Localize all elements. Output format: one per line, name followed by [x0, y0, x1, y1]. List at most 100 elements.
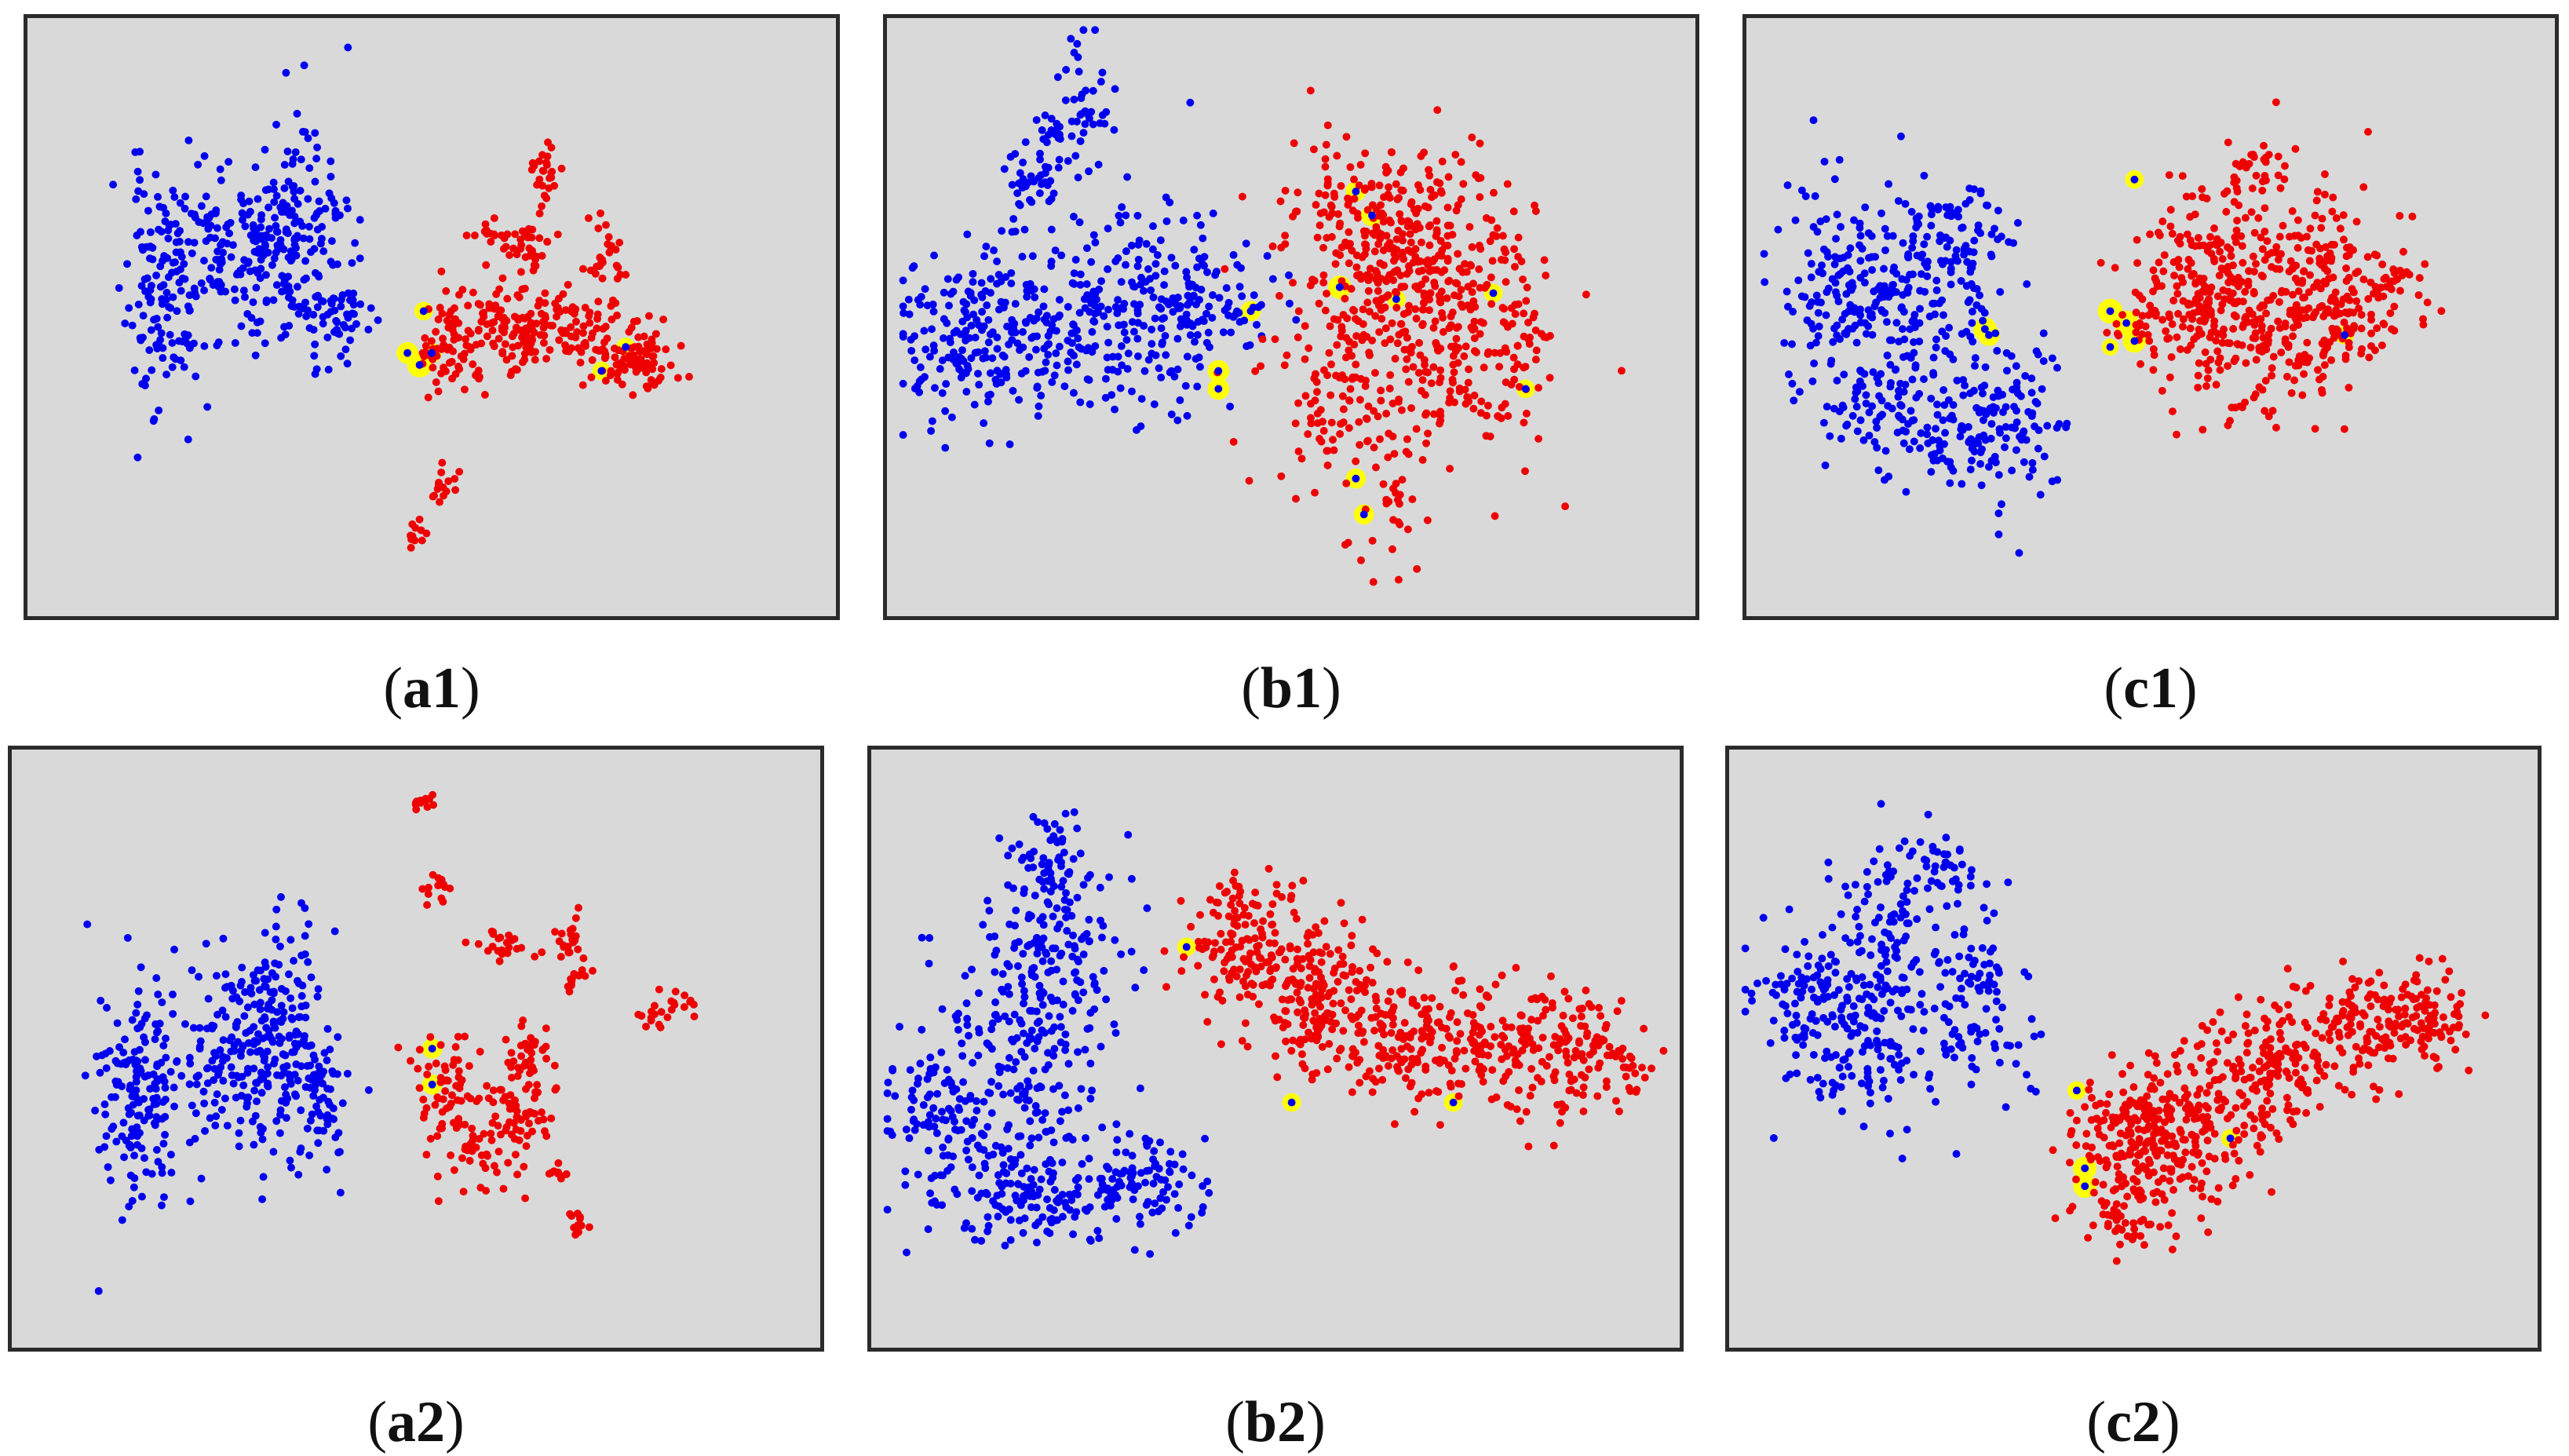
scatter-point-class-a [906, 1066, 914, 1075]
scatter-point-class-a [290, 219, 299, 228]
scatter-point-class-a [969, 1059, 977, 1067]
scatter-point-class-a [185, 307, 194, 315]
scatter-point-class-a [1142, 239, 1151, 248]
scatter-point-class-b [2261, 256, 2269, 265]
scatter-point-class-b [667, 1005, 676, 1014]
scatter-point-class-a [1047, 115, 1056, 123]
scatter-point-class-a [102, 1064, 111, 1072]
scatter-point-class-a [1183, 352, 1191, 361]
scatter-point-class-b [1470, 391, 1479, 400]
scatter-point-class-b [1409, 258, 1418, 267]
scatter-point-class-b [2206, 232, 2214, 241]
scatter-point-class-a [351, 239, 359, 247]
scatter-point-class-a [1801, 293, 1809, 301]
scatter-point-class-b [2291, 144, 2300, 153]
scatter-point-class-a [1831, 253, 1839, 261]
scatter-point-class-a [331, 210, 340, 218]
scatter-point-class-b [2268, 407, 2277, 415]
scatter-point-class-a [963, 362, 972, 370]
scatter-point-class-b [1350, 306, 1359, 315]
scatter-point-class-a [337, 352, 345, 360]
scatter-point-class-b [1342, 334, 1351, 342]
scatter-point-class-b [1337, 277, 1346, 285]
scatter-point-class-b [671, 987, 680, 996]
scatter-point-class-b [632, 367, 640, 376]
scatter-point-class-a [1001, 1012, 1009, 1020]
scatter-plot-b2 [883, 808, 1668, 1258]
scatter-point-class-a [931, 1171, 940, 1180]
scatter-point-class-a [2001, 443, 2009, 451]
scatter-point-class-a [317, 297, 326, 305]
scatter-point-class-a [109, 1122, 118, 1131]
scatter-point-class-a [1055, 853, 1064, 862]
scatter-point-class-a [1056, 862, 1065, 870]
scatter-point-class-b [437, 267, 446, 276]
scatter-point-class-a [1852, 338, 1861, 347]
scatter-point-class-b [447, 357, 456, 366]
scatter-point-class-a [276, 1129, 284, 1137]
scatter-point-class-a [1994, 530, 2003, 538]
highlighted-point [419, 307, 428, 316]
scatter-point-class-b [2365, 353, 2374, 362]
scatter-point-class-a [119, 1048, 128, 1056]
scatter-point-class-b [2258, 385, 2267, 394]
scatter-point-class-b [2220, 325, 2228, 334]
scatter-point-class-b [1403, 355, 1411, 363]
scatter-point-class-a [962, 1117, 971, 1126]
scatter-point-class-a [200, 151, 209, 160]
scatter-point-class-b [1365, 308, 1374, 316]
scatter-point-class-b [442, 487, 451, 495]
scatter-point-class-a [170, 1083, 178, 1092]
scatter-point-class-b [1277, 472, 1286, 480]
scatter-point-class-b [2166, 313, 2174, 322]
scatter-point-class-a [1915, 338, 1924, 345]
scatter-point-class-a [235, 997, 244, 1005]
scatter-point-class-b [1376, 435, 1384, 443]
scatter-point-class-b [1404, 450, 1413, 458]
scatter-point-class-b [1432, 338, 1440, 347]
scatter-point-class-b [2224, 278, 2233, 286]
scatter-point-class-a [1852, 403, 1861, 411]
scatter-point-class-a [213, 1010, 221, 1019]
scatter-point-class-a [1067, 329, 1076, 338]
scatter-point-class-b [1322, 140, 1330, 149]
scatter-point-class-b [2345, 338, 2353, 347]
scatter-point-class-b [1291, 419, 1300, 428]
scatter-point-class-b [1301, 322, 1309, 330]
scatter-point-class-b [480, 391, 489, 399]
scatter-point-class-a [974, 348, 983, 356]
scatter-point-class-b [1382, 499, 1391, 508]
scatter-point-class-b [1377, 396, 1385, 405]
scatter-point-class-a [1035, 981, 1044, 990]
scatter-point-class-b [2322, 308, 2330, 317]
scatter-point-class-a [165, 303, 173, 312]
scatter-point-class-a [1078, 90, 1086, 99]
scatter-point-class-b [578, 265, 587, 273]
scatter-point-class-a [309, 1092, 318, 1100]
scatter-point-class-b [684, 373, 693, 381]
scatter-point-class-b [538, 948, 546, 957]
scatter-point-class-b [527, 233, 536, 242]
scatter-point-class-a [1034, 818, 1042, 827]
scatter-point-class-b [2349, 308, 2358, 317]
scatter-point-class-b [1448, 375, 1457, 384]
scatter-point-class-a [1039, 302, 1048, 311]
scatter-point-class-a [237, 322, 246, 330]
scatter-point-class-b [572, 317, 580, 326]
scatter-point-class-a [133, 232, 141, 239]
scatter-point-class-a [1176, 302, 1184, 310]
scatter-point-class-b [2342, 277, 2351, 285]
scatter-point-class-a [1112, 1120, 1121, 1129]
scatter-point-class-a [200, 286, 209, 294]
scatter-point-class-a [1027, 1188, 1036, 1196]
scatter-point-class-a [1912, 214, 1921, 223]
scatter-point-class-b [2262, 176, 2270, 184]
scatter-point-class-a [290, 1090, 299, 1099]
scatter-point-class-b [487, 1136, 496, 1144]
scatter-point-class-b [1457, 286, 1465, 294]
scatter-point-class-a [195, 1024, 204, 1032]
scatter-point-class-a [190, 239, 199, 247]
scatter-point-class-a [1069, 931, 1077, 940]
scatter-point-class-b [1406, 345, 1414, 354]
scatter-point-class-b [611, 353, 619, 362]
